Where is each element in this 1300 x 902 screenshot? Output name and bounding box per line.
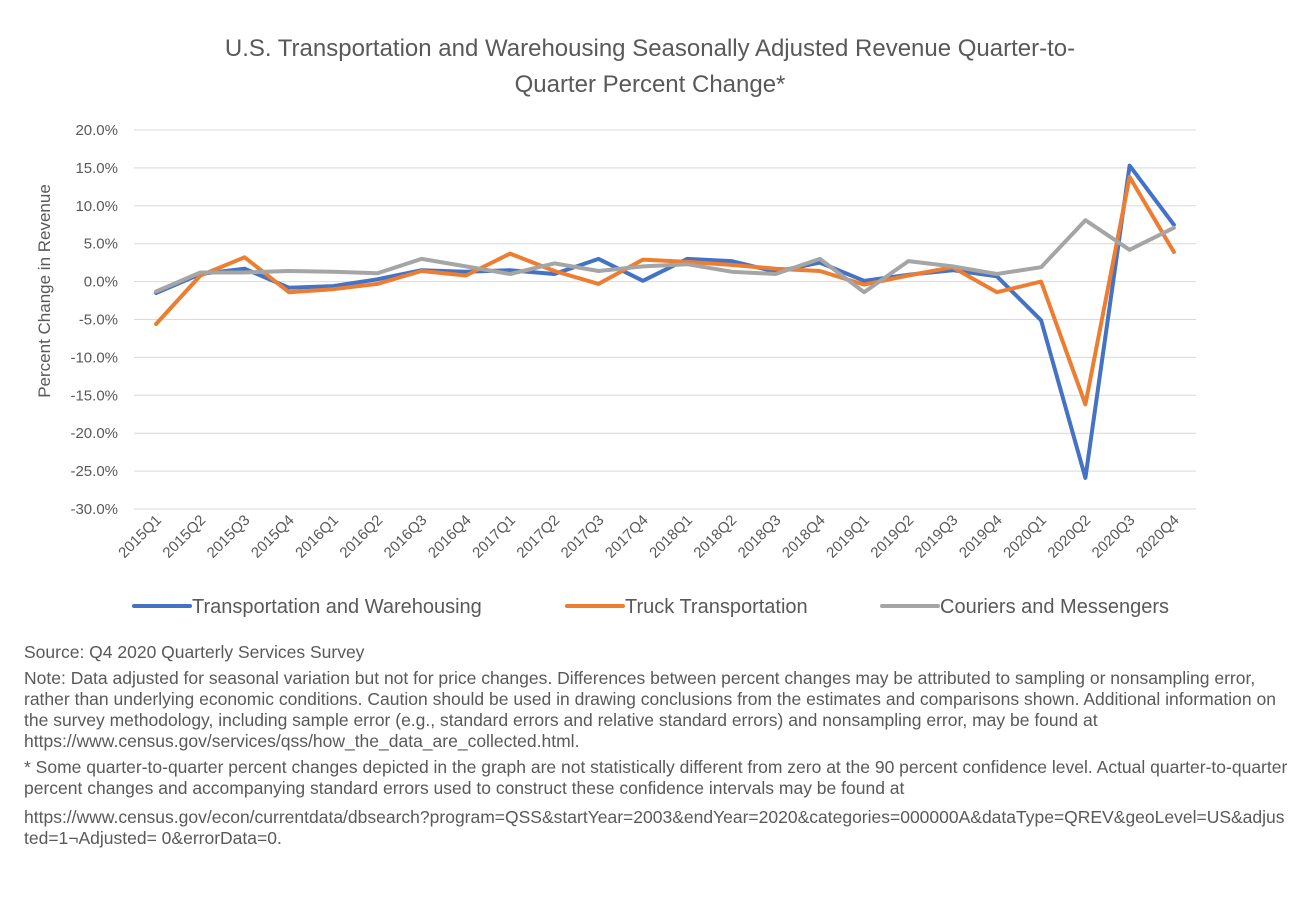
x-tick-label: 2020Q1 [1000,512,1050,562]
x-axis-tick-labels: 2015Q12015Q22015Q32015Q42016Q12016Q22016… [115,512,1183,562]
x-tick-label: 2018Q1 [646,512,696,562]
chart-notes: Source: Q4 2020 Quarterly Services Surve… [24,642,1288,854]
y-tick-label: 20.0% [75,122,118,139]
legend-label-truck-transportation: Truck Transportation [625,596,808,618]
x-tick-label: 2019Q1 [823,512,873,562]
methodology-note: Note: Data adjusted for seasonal variati… [24,668,1276,751]
legend-label-couriers-and-messengers: Couriers and Messengers [940,596,1169,618]
x-tick-label: 2018Q2 [690,512,740,562]
y-tick-label: 15.0% [75,160,118,177]
y-tick-label: -5.0% [79,312,118,329]
gridlines [134,129,1196,510]
x-tick-label: 2016Q4 [425,512,475,562]
x-tick-label: 2017Q2 [513,512,563,562]
legend: Transportation and Warehousing Truck Tran… [132,596,1169,618]
x-tick-label: 2017Q1 [469,512,519,562]
x-tick-label: 2019Q2 [867,512,917,562]
x-tick-label: 2018Q3 [735,512,785,562]
legend-label-transportation-and-warehousing: Transportation and Warehousing [192,596,482,618]
x-tick-label: 2019Q3 [912,512,962,562]
y-tick-label: -15.0% [70,387,118,404]
x-tick-label: 2016Q2 [336,512,386,562]
x-tick-label: 2020Q3 [1089,512,1139,562]
x-tick-label: 2015Q4 [248,512,298,562]
x-tick-label: 2015Q1 [115,512,165,562]
series-lines [154,163,1176,480]
y-tick-label: -25.0% [70,463,118,480]
x-tick-label: 2020Q4 [1133,512,1183,562]
y-tick-label: -10.0% [70,349,118,366]
data-url: https://www.census.gov/econ/currentdata/… [24,807,1285,848]
x-tick-label: 2017Q4 [602,512,652,562]
series-line-couriers-and-messengers [154,218,1176,295]
series-line-truck-transportation [154,175,1176,407]
y-axis-tick-labels: 20.0% 15.0% 10.0% 5.0% 0.0% -5.0% -10.0% -15.0%… [70,122,118,518]
chart-title-line-2: Quarter Percent Change* [515,71,786,98]
y-tick-label: 0.0% [84,274,118,291]
source-note: Source: Q4 2020 Quarterly Services Surve… [24,642,365,662]
significance-note: * Some quarter-to-quarter percent change… [24,757,1288,798]
line-chart: U.S. Transportation and Warehousing Seas… [35,35,1196,618]
x-tick-label: 2020Q2 [1044,512,1094,562]
x-tick-label: 2016Q3 [381,512,431,562]
y-tick-label: 10.0% [75,198,118,215]
y-tick-label: -20.0% [70,425,118,442]
x-tick-label: 2016Q1 [292,512,342,562]
y-tick-label: -30.0% [70,501,118,518]
y-tick-label: 5.0% [84,236,118,253]
x-tick-label: 2019Q4 [956,512,1006,562]
x-tick-label: 2017Q3 [558,512,608,562]
x-tick-label: 2018Q4 [779,512,829,562]
x-tick-label: 2015Q2 [159,512,209,562]
chart-title-line-1: U.S. Transportation and Warehousing Seas… [225,35,1075,62]
y-axis-title: Percent Change in Revenue [35,184,54,398]
series-line-transportation-and-warehousing [154,163,1176,480]
x-tick-label: 2015Q3 [204,512,254,562]
